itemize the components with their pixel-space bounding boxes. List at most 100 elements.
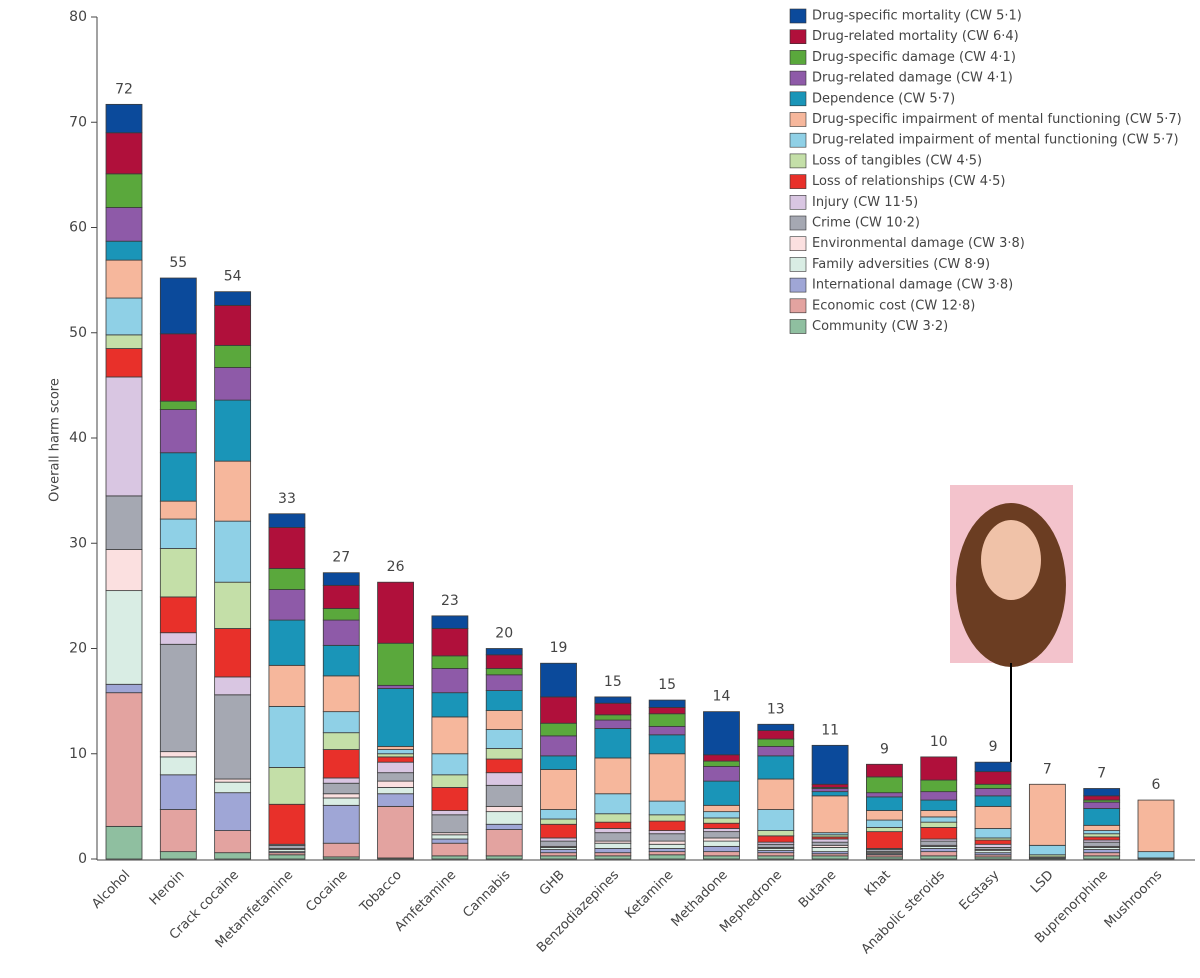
bar-segment <box>431 842 469 857</box>
x-tick-label: Heroin <box>147 868 188 909</box>
total-label: 6 <box>1152 777 1161 793</box>
legend-label: Drug-specific damage (CW 4·1) <box>812 50 1016 65</box>
bar-segment <box>268 844 306 849</box>
bar-segment <box>703 851 740 857</box>
bar-segment <box>920 816 958 823</box>
bar-segment <box>920 827 958 840</box>
bar-segment <box>268 705 306 768</box>
bar-segment <box>485 811 523 825</box>
legend-swatch <box>789 215 807 231</box>
bar-segment <box>214 694 252 780</box>
bar-segment <box>214 792 252 831</box>
bar-segment <box>485 668 523 676</box>
bar-segment <box>159 500 197 520</box>
bar-segment <box>159 809 197 853</box>
bar-segment <box>703 711 740 756</box>
bar-segment <box>431 668 469 694</box>
bar-segment <box>431 628 469 657</box>
bar-segment <box>594 821 632 829</box>
bar-segment <box>431 753 469 776</box>
bar-segment <box>648 851 686 856</box>
y-tick-label: 80 <box>69 9 87 25</box>
total-label: 9 <box>989 739 998 755</box>
bar-segment <box>159 756 197 776</box>
bar-segment <box>377 756 414 763</box>
total-label: 7 <box>1043 761 1052 777</box>
bar-segment <box>866 827 903 833</box>
bar-segment <box>485 710 523 730</box>
bar-segment <box>757 745 795 757</box>
bar-segment <box>974 805 1012 829</box>
bar-segment <box>268 513 306 528</box>
bar-segment <box>268 619 306 666</box>
bar-segment <box>268 527 306 569</box>
legend-label: Injury (CW 11·5) <box>812 195 918 210</box>
bar-segment <box>214 852 252 860</box>
bar-segment <box>920 799 958 811</box>
bar-segment <box>377 780 414 788</box>
bar-segment <box>322 797 360 806</box>
bar-segment <box>159 518 197 549</box>
bar-segment <box>105 683 143 694</box>
bar-segment <box>703 831 740 839</box>
bar-segment <box>920 851 958 857</box>
bar-segment <box>431 855 469 860</box>
bar-segment <box>322 842 360 858</box>
bar-segment <box>540 840 577 847</box>
bar-segment <box>485 855 523 860</box>
bar-segment <box>974 828 1012 839</box>
x-tick-label: Alcohol <box>89 868 133 912</box>
bar-segment <box>214 344 252 368</box>
legend-label: International damage (CW 3·8) <box>812 278 1013 293</box>
legend-swatch <box>789 257 807 272</box>
bar-segment <box>159 643 197 753</box>
bar-segment <box>703 765 740 782</box>
bar-segment <box>811 841 849 846</box>
legend-swatch <box>789 236 807 251</box>
legend-label: Crime (CW 10·2) <box>812 216 920 231</box>
bar-segment <box>377 581 414 644</box>
bar-segment <box>920 855 958 860</box>
total-label: 33 <box>278 491 296 507</box>
legend-swatch <box>789 29 807 45</box>
bar-segment <box>214 781 252 794</box>
bar-segment <box>159 400 197 410</box>
bar-segment <box>540 662 577 698</box>
bar-segment <box>431 774 469 788</box>
legend-label: Drug-related impairment of mental functi… <box>812 133 1179 148</box>
bar-segment <box>268 803 306 845</box>
bar-segment <box>648 725 686 736</box>
bar-segment <box>920 821 958 828</box>
bar-segment <box>703 804 740 813</box>
bar-segment <box>540 809 577 820</box>
legend-label: Community (CW 3·2) <box>812 319 948 334</box>
bar-segment <box>540 722 577 737</box>
x-tick-label: Ecstasy <box>957 867 1003 913</box>
bar-segment <box>594 852 632 857</box>
bar-segment <box>1028 844 1066 856</box>
bar-segment <box>1083 855 1121 860</box>
bar-segment <box>866 776 903 794</box>
legend-swatch <box>789 298 807 314</box>
bar-segment <box>485 654 523 669</box>
bar-segment <box>485 772 523 786</box>
bar-segment <box>648 753 686 802</box>
y-tick-label: 40 <box>69 430 87 446</box>
bar-segment <box>322 793 360 799</box>
bar-segment <box>703 845 740 853</box>
bar-segment <box>431 655 469 669</box>
x-tick-label: Butane <box>796 868 839 911</box>
bar-segment <box>322 644 360 677</box>
bar-segment <box>268 767 306 805</box>
bar-segment <box>322 608 360 621</box>
bar-segment <box>974 761 1012 773</box>
total-label: 23 <box>441 593 459 609</box>
bar-segment <box>594 842 632 849</box>
bar-segment <box>594 757 632 795</box>
bar-segment <box>540 852 577 857</box>
legend-label: Family adversities (CW 8·9) <box>812 257 990 272</box>
bar-segment <box>214 830 252 854</box>
bar-segment <box>105 825 143 860</box>
bar-segment <box>648 699 686 708</box>
bar-segment <box>594 828 632 834</box>
